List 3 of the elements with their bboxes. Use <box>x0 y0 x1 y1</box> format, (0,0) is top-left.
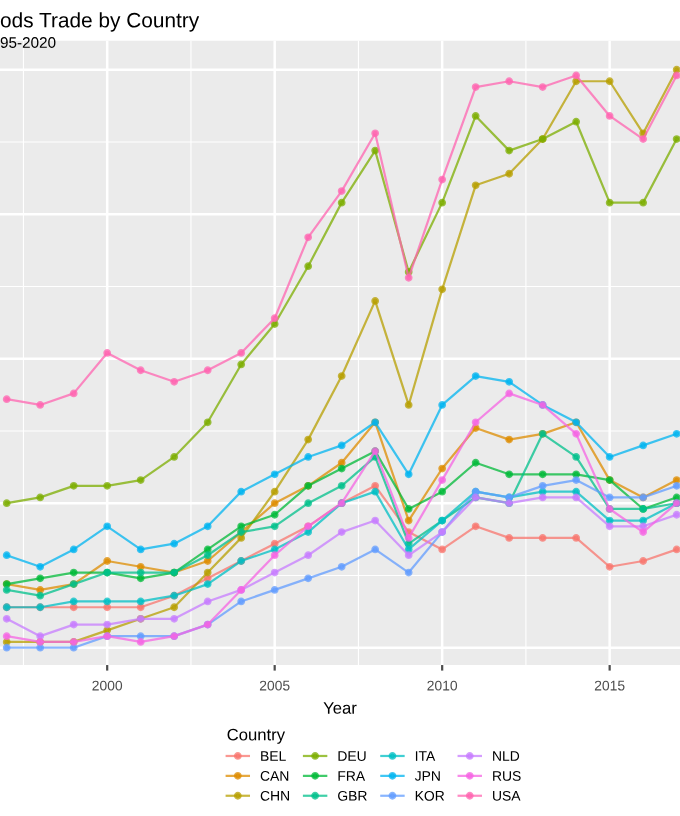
legend-title: Country <box>227 728 286 744</box>
chart-title: ods Trade by Country <box>0 12 200 32</box>
x-axis-title: Year <box>323 702 357 714</box>
